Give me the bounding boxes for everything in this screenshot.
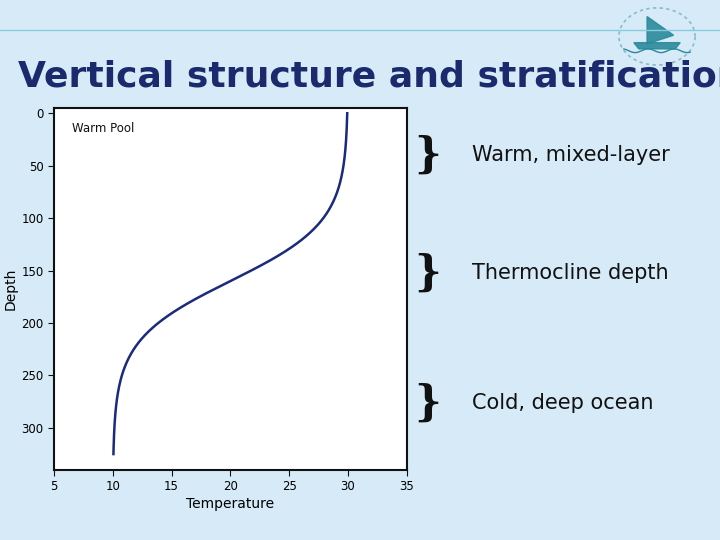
X-axis label: Temperature: Temperature bbox=[186, 497, 274, 511]
Text: }: } bbox=[414, 252, 441, 294]
Y-axis label: Depth: Depth bbox=[3, 268, 17, 310]
Polygon shape bbox=[647, 17, 674, 44]
Text: Warm, mixed-layer: Warm, mixed-layer bbox=[472, 145, 670, 165]
Text: }: } bbox=[414, 134, 441, 176]
Text: Cold, deep ocean: Cold, deep ocean bbox=[472, 393, 653, 413]
Text: Thermocline depth: Thermocline depth bbox=[472, 263, 668, 283]
Text: Warm Pool: Warm Pool bbox=[71, 122, 134, 135]
Text: Vertical structure and stratification: Vertical structure and stratification bbox=[18, 59, 720, 93]
Text: }: } bbox=[414, 382, 441, 424]
Polygon shape bbox=[634, 43, 680, 49]
